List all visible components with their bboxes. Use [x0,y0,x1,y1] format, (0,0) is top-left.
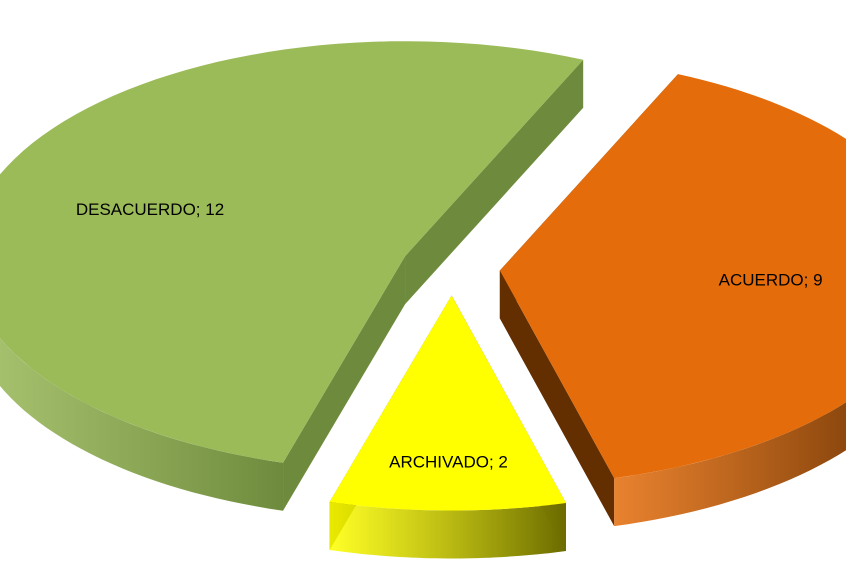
pie-top-acuerdo [499,74,846,479]
pie-side-desacuerdo [0,337,283,511]
pie-cut-acuerdo-1 [499,270,615,527]
pie-slice-desacuerdo [0,41,584,511]
pie-cut-desacuerdo-1 [405,59,584,305]
pie-label-desacuerdo: DESACUERDO; 12 [76,200,224,219]
pie-top-archivado [329,295,566,511]
pie-slice-acuerdo [499,74,846,527]
pie-label-archivado: ARCHIVADO; 2 [389,453,508,472]
pie-side-archivado [329,502,566,559]
pie-slice-archivado [329,295,566,559]
pie-cut-desacuerdo-0 [283,256,406,511]
pie-top-desacuerdo [0,41,584,463]
pie-side-acuerdo [614,402,846,527]
pie-label-acuerdo: ACUERDO; 9 [719,270,823,289]
